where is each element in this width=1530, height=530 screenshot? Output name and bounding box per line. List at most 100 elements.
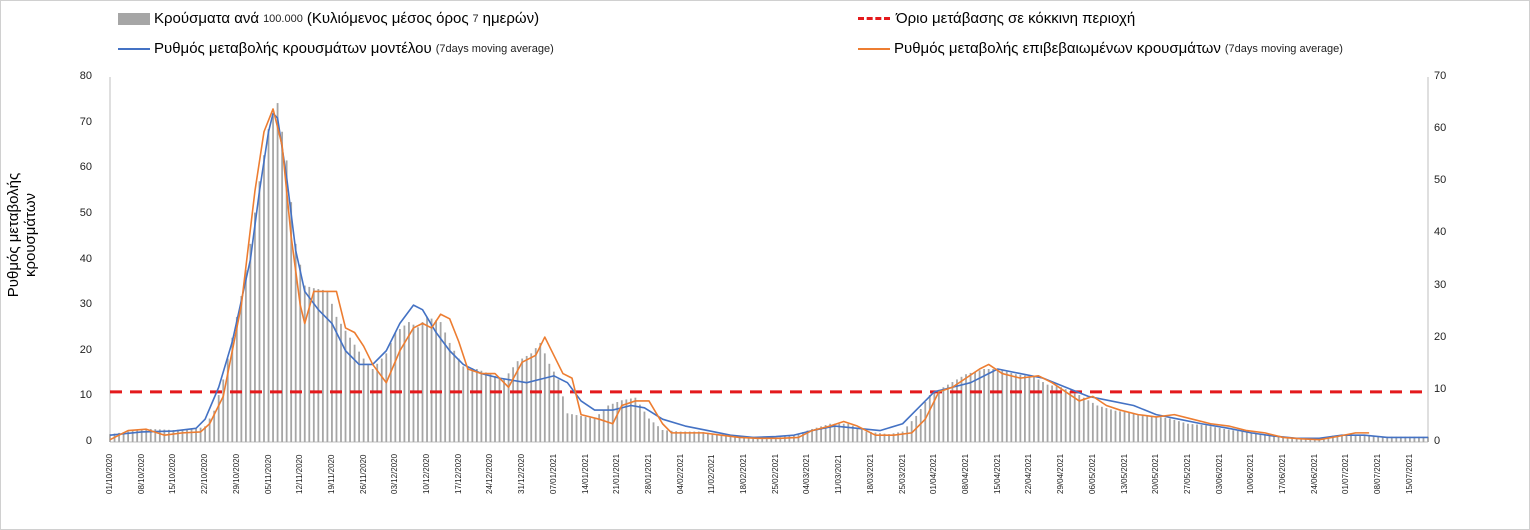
bar [702, 432, 705, 442]
y-tick-left: 0 [85, 435, 92, 447]
bar [1033, 376, 1035, 442]
y-tick-left: 50 [79, 206, 92, 219]
x-tick-label: 08/04/2021 [961, 453, 971, 494]
x-tick-label: 19/11/2020 [326, 454, 336, 494]
bar [435, 320, 437, 442]
bar [149, 428, 152, 442]
bar [1119, 411, 1121, 442]
y-tick-right: 60 [1434, 122, 1447, 135]
bar [666, 430, 668, 442]
bar [417, 327, 419, 442]
bar [729, 435, 732, 442]
bar [811, 428, 813, 442]
bar [521, 358, 524, 442]
bar [1200, 424, 1203, 442]
bar [598, 414, 601, 442]
y-tick-left: 20 [79, 343, 92, 356]
bar [937, 389, 940, 442]
bar [1232, 430, 1235, 442]
bar [263, 155, 265, 442]
bar [648, 418, 650, 442]
bar [1159, 417, 1162, 442]
bar [1331, 435, 1334, 442]
x-tick-label: 08/07/2021 [1373, 453, 1383, 494]
x-tick-label: 03/12/2020 [390, 453, 400, 494]
bar [1110, 409, 1112, 442]
bar [1422, 436, 1425, 442]
bar [1223, 428, 1226, 442]
bar [480, 370, 483, 442]
x-tick-label: 26/11/2020 [358, 454, 368, 494]
x-tick-label: 31/12/2020 [517, 453, 527, 494]
bar [353, 344, 356, 442]
bar [195, 428, 197, 442]
bar [290, 202, 293, 442]
bar [1209, 426, 1212, 442]
bar [1413, 436, 1416, 442]
bar [1273, 436, 1275, 442]
bar [625, 399, 628, 442]
bar [1010, 372, 1013, 442]
bar [516, 361, 519, 442]
y-tick-left: 10 [79, 389, 92, 402]
bar [616, 402, 619, 442]
x-tick-label: 06/05/2021 [1087, 453, 1097, 494]
x-tick-label: 28/01/2021 [643, 453, 653, 494]
bar [607, 405, 610, 442]
y-tick-right: 20 [1434, 330, 1447, 343]
legend-swatch-confirmed [858, 47, 890, 50]
bar [1101, 406, 1103, 442]
bar [661, 430, 664, 442]
bar [643, 411, 646, 442]
bar [1408, 436, 1411, 442]
bar [806, 430, 809, 442]
bar [312, 288, 315, 442]
legend-label-cases-2: (Κυλιόμενος μέσος όρος [306, 10, 469, 27]
bar [657, 426, 659, 442]
bar [122, 432, 125, 442]
bar [928, 395, 931, 442]
bar [706, 432, 709, 443]
bar [793, 435, 795, 442]
bar [910, 421, 913, 442]
bar [693, 431, 696, 442]
bar [1073, 393, 1076, 442]
bar [226, 358, 229, 442]
bar [1354, 434, 1357, 442]
bar [697, 431, 700, 442]
bar [870, 432, 872, 442]
bar [942, 387, 945, 442]
bar [761, 437, 764, 442]
bar [344, 330, 347, 442]
bar [1205, 425, 1207, 442]
bar [960, 376, 963, 442]
bar [1141, 414, 1144, 443]
bar [838, 423, 841, 442]
x-tick-label: 11/02/2021 [707, 454, 717, 494]
bar [548, 363, 551, 442]
bar [1164, 417, 1167, 442]
y-tick-left: 40 [79, 252, 92, 265]
x-tick-label: 24/06/2021 [1309, 453, 1319, 494]
bar [1069, 391, 1072, 442]
bar [824, 425, 827, 442]
bar [1055, 386, 1058, 442]
x-tick-label: 18/02/2021 [739, 453, 749, 494]
bar [308, 286, 311, 443]
bar [983, 369, 986, 442]
bar [1182, 422, 1185, 442]
bar [1264, 434, 1266, 442]
bar [919, 408, 922, 442]
bar [317, 289, 320, 442]
bar [1399, 436, 1402, 442]
bar [1087, 400, 1090, 442]
bar [1345, 434, 1348, 442]
bar [231, 337, 234, 442]
bar [865, 431, 868, 442]
bar [208, 418, 211, 442]
bar [634, 397, 637, 442]
bar [394, 332, 397, 442]
bar [380, 358, 383, 442]
x-tick-label: 24/12/2020 [485, 453, 495, 494]
legend-swatch-bars [118, 12, 150, 25]
